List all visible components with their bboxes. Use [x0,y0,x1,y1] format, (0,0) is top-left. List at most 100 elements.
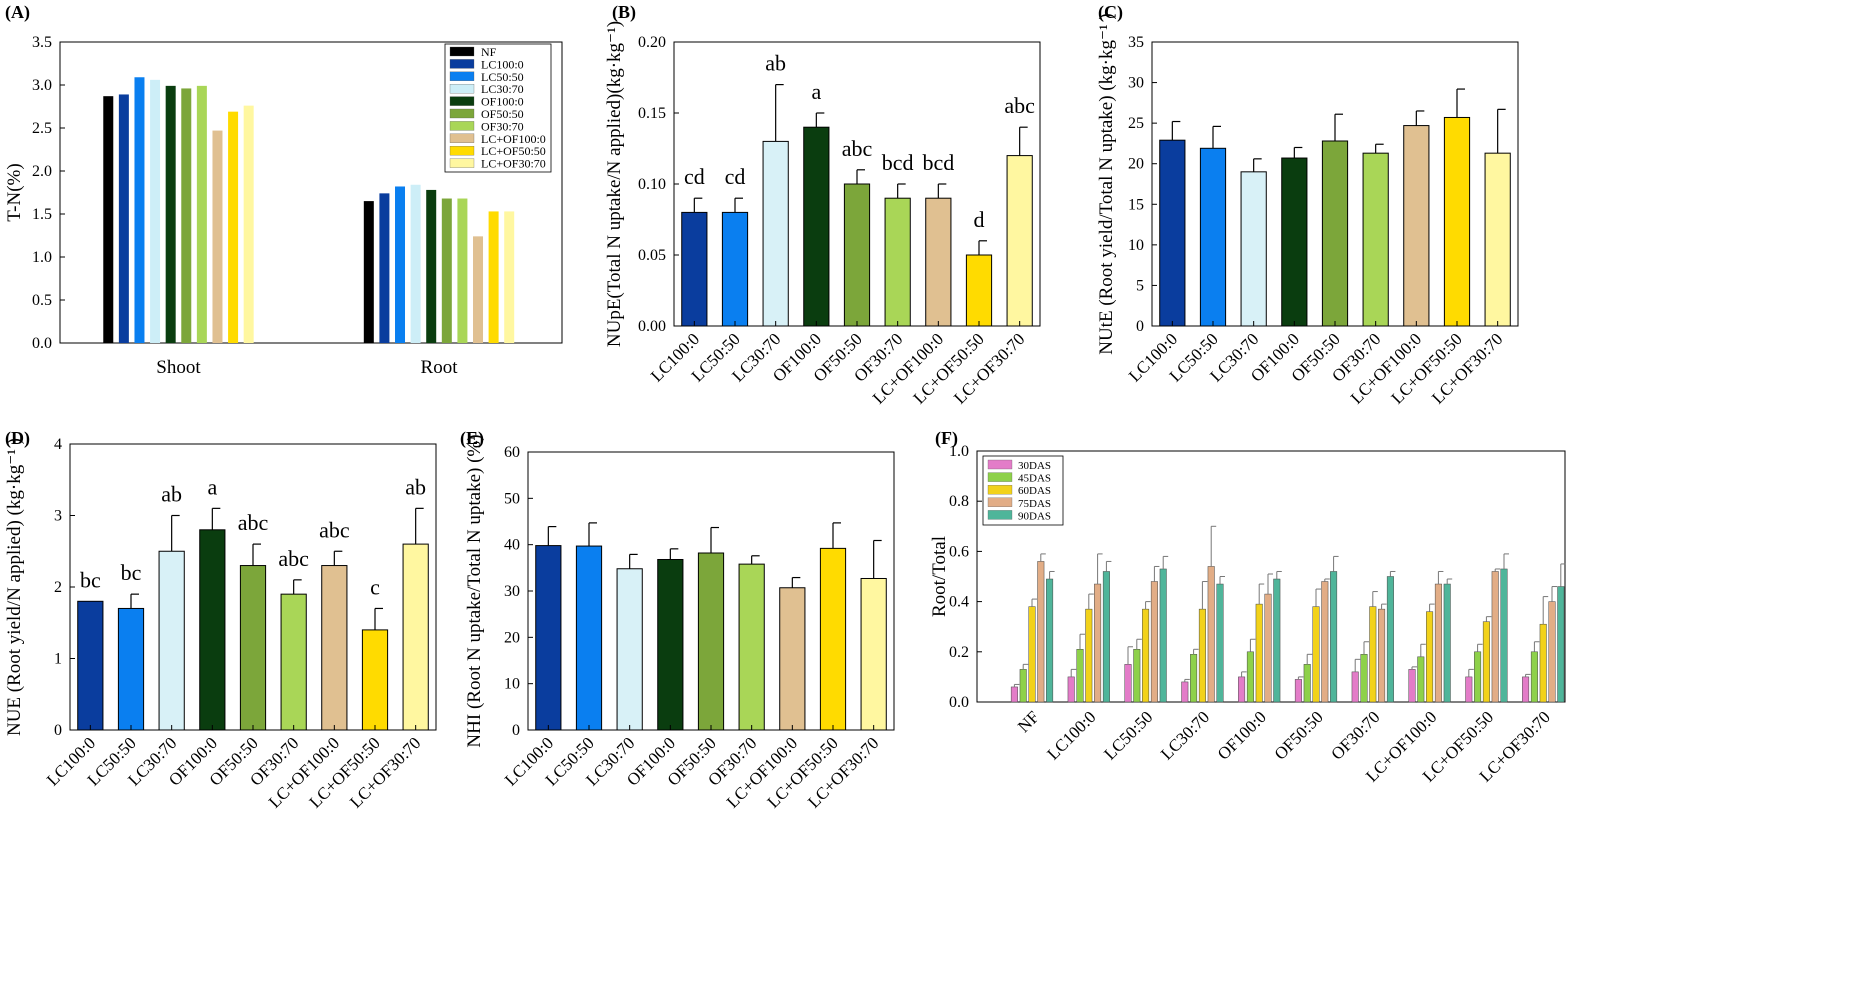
panel-e-ytick-label: 0 [512,722,520,739]
legend-swatch [449,133,475,143]
bar [1238,676,1246,703]
panel-e-ytick-label: 50 [504,490,520,507]
bar [1386,576,1394,703]
legend-label: NF [481,45,497,59]
bar [1010,686,1018,703]
bar [535,545,562,731]
bar [1443,116,1471,327]
bar [1443,583,1451,703]
bar [1539,623,1547,703]
bar [1094,583,1102,703]
significance-letter: cd [725,164,746,189]
xtick-label: LC30:70 [1157,707,1213,763]
significance-letter: abc [319,517,350,542]
xtick-label: Root [421,357,459,378]
bar [199,529,226,731]
panel-f-ytick-label: 0.4 [949,594,969,611]
bar [1142,608,1150,703]
bar [1198,608,1206,703]
significance-letter: abc [238,510,269,535]
bar [280,593,307,731]
bar [1500,568,1508,703]
panel-c-ytick-label: 15 [1128,196,1144,213]
legend-label: 45DAS [1018,473,1051,485]
bar [1321,140,1349,327]
legend-swatch [987,459,1013,470]
bar [1216,583,1224,703]
bar [1403,125,1430,327]
legend-swatch [987,497,1013,507]
bar [1426,611,1434,703]
bar [410,184,421,343]
bar [884,197,911,327]
panel-b-ytick-label: 0.10 [638,176,666,193]
bar [1240,171,1267,327]
legend-label: OF50:50 [481,107,524,121]
panel-c-label: (C) [1098,2,1123,23]
bar [1028,606,1036,703]
legend-swatch [449,158,475,168]
bar [488,211,499,343]
bar [1408,669,1416,703]
bar [402,543,429,731]
panel-e-label: (E) [460,428,484,449]
bar [150,79,161,343]
bar [1369,606,1377,703]
legend-swatch [449,84,475,94]
legend-label: LC30:70 [481,82,524,96]
significance-letter: a [811,79,821,104]
bar [1067,676,1075,703]
bar [361,629,389,731]
panel-a-ylabel: T-N(%) [4,163,25,221]
legend-swatch [449,121,475,131]
panel-b-ytick-label: 0.15 [638,105,666,122]
legend-label: OF100:0 [481,95,524,109]
bar [1303,664,1311,703]
significance-letter: d [974,207,985,232]
bar [1124,664,1132,703]
panel-d-label: (D) [5,428,30,449]
significance-letter: abc [1004,93,1035,118]
panel-a-ytick-label: 0.5 [32,292,52,309]
bar [721,211,749,327]
panel-a-ytick-label: 1.0 [32,249,52,266]
bar [1019,669,1027,703]
panel-f-ytick-label: 1.0 [949,443,969,460]
bar [779,587,806,731]
bar [473,236,484,343]
bar [1006,155,1033,327]
panel-f-ytick-label: 0.8 [949,493,969,510]
panel-f-ylabel: Root/Total [929,536,950,617]
bar [1246,651,1254,703]
legend-swatch [449,59,475,69]
panel-b-chart: (B) 0.00 0.05 0.10 0.15 0.20 NUpE(Total N upta… [604,2,1041,408]
bar [1351,671,1359,703]
bar [1491,571,1499,703]
legend-label: LC+OF30:70 [481,157,546,171]
panel-c-ytick-label: 30 [1128,75,1144,92]
bar [1159,568,1167,703]
xtick-label: OF30:70 [1327,707,1383,763]
significance-letter: bcd [882,150,914,175]
panel-c-chart: (C) 0 5 10 15 20 25 30 35 NUtE (Root yield/Total … [1096,2,1519,408]
significance-letter: abc [278,546,309,571]
bar [1330,571,1338,703]
bar [158,550,185,731]
panel-c-ytick-label: 0 [1136,318,1144,335]
panel-d-chart: (D) 0 1 2 3 4 NUE (Root yield/N applied) (kg·k… [4,428,437,812]
xtick-label: NF [1014,707,1043,736]
legend-label: LC+OF50:50 [481,144,546,158]
panel-f-ytick-label: 0.0 [949,694,969,711]
legend-swatch [449,146,475,156]
significance-letter: cd [684,164,705,189]
bar [1530,651,1538,703]
legend-label: 30DAS [1018,460,1051,472]
bar [1548,601,1556,703]
panel-e-ytick-label: 30 [504,583,520,600]
panel-c-ytick-label: 35 [1128,34,1144,51]
significance-letter: bc [121,560,142,585]
panel-c-ytick-label: 20 [1128,156,1144,173]
panel-a-ytick-label: 2.5 [32,120,52,137]
panel-e-ytick-label: 40 [504,537,520,554]
panel-a-ytick-label: 0.0 [32,335,52,352]
